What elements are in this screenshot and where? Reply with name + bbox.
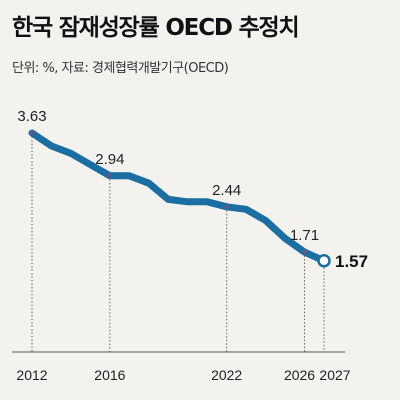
x-tick-labels: 2012 2016 2022 2026 2027 bbox=[16, 367, 350, 383]
chart-subtitle: 단위: %, 자료: 경제협력개발기구(OECD) bbox=[12, 61, 229, 76]
x-tick-label-1: 2016 bbox=[94, 367, 125, 383]
x-tick-label-0: 2012 bbox=[16, 367, 47, 383]
tick-guides bbox=[31, 132, 325, 352]
point-marker-2 bbox=[224, 204, 230, 210]
point-marker-0 bbox=[29, 130, 35, 136]
chart-title: 한국 잠재성장률 OECD 추정치 bbox=[12, 15, 300, 41]
point-label-3: 1.71 bbox=[290, 227, 319, 244]
x-tick-label-2: 2022 bbox=[211, 367, 242, 383]
point-label-0: 3.63 bbox=[17, 108, 46, 125]
point-marker-3 bbox=[302, 249, 308, 255]
x-tick-label-3: 2026 bbox=[284, 367, 315, 383]
series-line bbox=[28, 129, 328, 265]
x-tick-label-4: 2027 bbox=[319, 367, 350, 383]
end-point-marker bbox=[317, 254, 331, 268]
point-marker-1 bbox=[107, 173, 113, 179]
point-label-1: 2.94 bbox=[95, 151, 124, 168]
point-labels: 3.63 2.94 2.44 1.71 1.57 bbox=[17, 108, 368, 271]
point-markers bbox=[29, 130, 331, 268]
point-label-2: 2.44 bbox=[212, 182, 241, 199]
point-label-4: 1.57 bbox=[335, 252, 368, 271]
